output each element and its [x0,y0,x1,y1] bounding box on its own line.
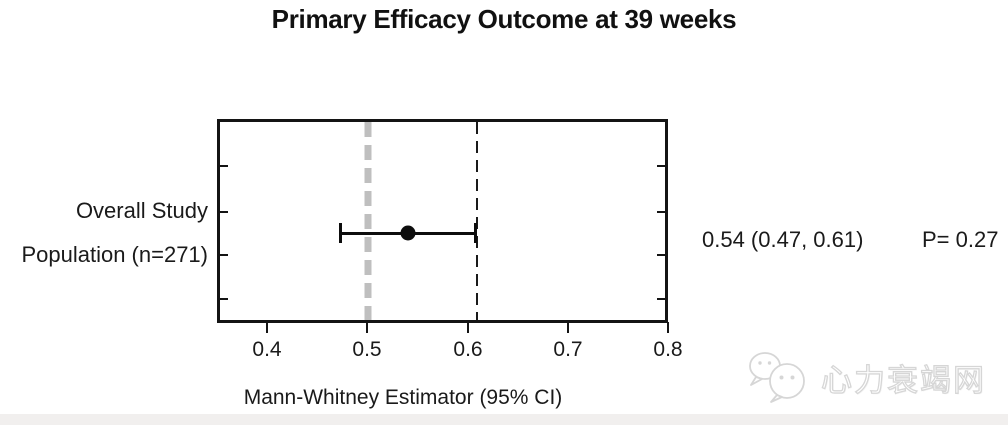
reference-line-0.61 [476,122,479,320]
row-label-line1: Overall Study [75,198,208,223]
reference-line-0.5 [364,122,372,320]
point-estimate-marker [400,225,416,241]
x-axis-tick [366,322,368,333]
y-axis-tick [657,298,665,300]
x-axis-title: Mann-Whitney Estimator (95% CI) [243,386,563,409]
y-axis-tick [220,298,228,300]
y-axis-tick [220,254,228,257]
estimate-annotation: 0.54 (0.47, 0.61) [702,227,864,252]
x-axis-tick [667,322,669,333]
watermark: 心力衰竭网 [746,350,986,404]
x-tick-label: 0.5 [352,338,382,361]
y-axis-tick [220,164,228,167]
x-axis-tick [266,322,268,333]
wechat-icon [749,352,805,403]
row-label-line2: Population (n=271) [21,242,208,267]
y-axis-tick [657,164,665,167]
x-tick-label: 0.8 [653,338,683,361]
watermark-text: 心力衰竭网 [820,362,986,398]
x-axis-tick [467,322,469,333]
x-axis-tick [567,322,569,333]
x-tick-label: 0.4 [252,338,282,361]
ci-upper-cap [474,223,478,244]
ci-lower-cap [338,223,342,244]
y-axis-tick [657,211,665,214]
row-label: Overall Study Population (n=271) [0,189,208,277]
plot-box [217,119,668,323]
bottom-band [0,414,1008,425]
x-tick-label: 0.7 [553,338,583,361]
figure-title: Primary Efficacy Outcome at 39 weeks [271,4,737,34]
x-tick-label: 0.6 [453,338,483,361]
p-value-annotation: P= 0.27 [922,227,999,252]
y-axis-tick [657,254,665,257]
y-axis-tick [220,211,228,214]
